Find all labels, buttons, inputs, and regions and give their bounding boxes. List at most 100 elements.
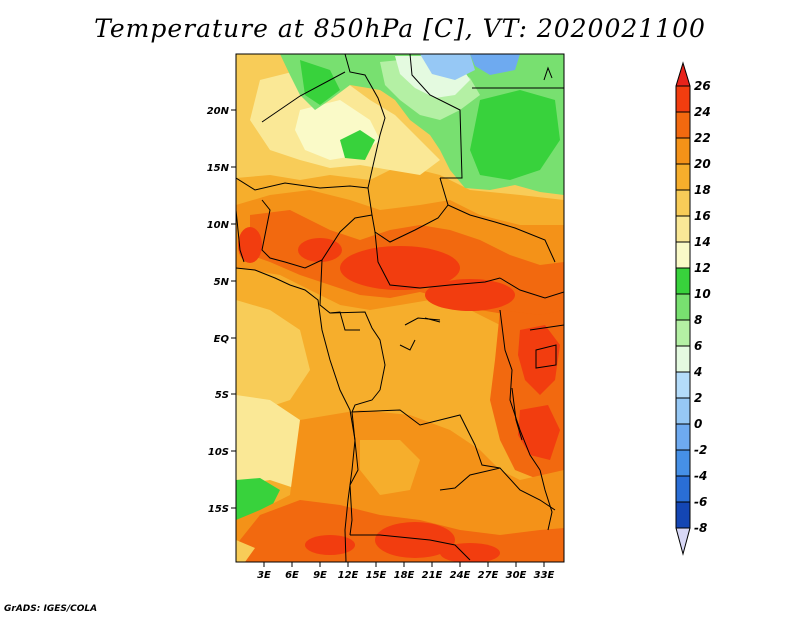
border-drc-east	[499, 309, 541, 471]
colorbar-segment	[676, 320, 690, 346]
border-niger-nigeria	[236, 177, 369, 191]
field-cold-blue2	[470, 54, 520, 75]
border-car-south	[374, 231, 501, 289]
temperature-field	[236, 54, 564, 562]
border-zambia-zimbabwe	[439, 467, 556, 511]
field-east-core2	[518, 405, 560, 460]
colorbar-segment	[676, 190, 690, 216]
colorbar-segment	[676, 398, 690, 424]
lon-axis: 3E 6E 9E 12E 15E 18E 21E 24E 27E 30E 33E	[257, 562, 555, 581]
colorbar-label: 24	[694, 105, 711, 119]
map-frame	[235, 53, 565, 563]
field-hot-core2	[425, 279, 515, 311]
border-niger-chad	[344, 54, 386, 189]
lake-tanganyika	[511, 387, 523, 441]
coastline-west	[236, 267, 356, 562]
lat-label: EQ	[214, 334, 230, 345]
map-title: Temperature at 850hPa [C], VT: 202002110…	[94, 14, 706, 43]
border-drc-rc	[404, 317, 441, 326]
border-cameroon-congo	[319, 259, 386, 391]
field-cool-patch2	[470, 90, 560, 180]
lat-label: 20N	[207, 106, 230, 117]
colorbar-segment	[676, 294, 690, 320]
colorbar-label: -4	[694, 469, 707, 483]
border-malawi-moz	[539, 469, 553, 531]
border-drc-angola-zambia	[351, 389, 501, 469]
border-chad-sudan	[367, 177, 449, 243]
colorbar-segment	[676, 502, 690, 528]
field-south-core3	[305, 535, 355, 555]
colorbar-segment	[676, 164, 690, 190]
border-libya-egypt-sudan	[409, 54, 463, 179]
colorbar-min-arrow	[676, 528, 690, 554]
colorbar-label: 22	[694, 131, 711, 145]
border-algeria-niger	[261, 71, 346, 123]
colorbar-max-arrow	[676, 63, 690, 86]
lon-label: 6E	[285, 570, 299, 581]
colorbar-label: 8	[694, 313, 702, 327]
colorbar-label: -6	[694, 495, 707, 509]
colorbar-label: 14	[694, 235, 711, 249]
country-borders	[236, 54, 564, 562]
colorbar-label: 0	[694, 417, 702, 431]
colorbar-label: 12	[694, 261, 711, 275]
colorbar-label: 26	[694, 79, 711, 93]
lat-axis: 20N 15N 10N 5N EQ 5S 10S 15S	[207, 106, 236, 515]
lon-label: 24E	[450, 570, 471, 581]
lon-label: 3E	[257, 570, 271, 581]
colorbar-segment	[676, 372, 690, 398]
field-south-core1	[375, 522, 455, 558]
border-sudan-ss	[447, 204, 556, 263]
field-east-core1	[518, 325, 560, 395]
field-south-core2	[440, 543, 500, 562]
credit-text: GrADS: IGES/COLA	[4, 604, 98, 614]
colorbar-segment	[676, 476, 690, 502]
lat-label: 15N	[207, 163, 230, 174]
lon-label: 33E	[534, 570, 555, 581]
colorbar-label: 18	[694, 183, 711, 197]
colorbar-segment	[676, 450, 690, 476]
border-ss-uganda	[499, 277, 564, 299]
colorbar-label: 2	[694, 391, 702, 405]
border-namibia-botswana	[350, 534, 471, 561]
lon-label: 12E	[338, 570, 359, 581]
lon-label: 30E	[506, 570, 527, 581]
colorbar: 26 24 22 20 18 16 14 12 10 8 6 4 2 0 -2 …	[675, 61, 711, 556]
colorbar-label: 20	[694, 157, 711, 171]
field-atlantic-warm	[236, 300, 310, 410]
field-hot-core1	[340, 246, 460, 290]
lon-label: 18E	[394, 570, 415, 581]
river-congo	[399, 317, 441, 351]
colorbar-label: 16	[694, 209, 711, 223]
colorbar-label: -8	[694, 521, 707, 535]
colorbar-segment	[676, 86, 690, 112]
field-hot-core4	[238, 227, 262, 263]
lat-label: 10S	[208, 447, 229, 458]
lon-label: 9E	[313, 570, 327, 581]
colorbar-label: 4	[693, 365, 702, 379]
field-sw-pale	[236, 540, 255, 562]
lat-label: 15S	[208, 504, 229, 515]
colorbar-segment	[676, 424, 690, 450]
lat-label: 10N	[207, 220, 230, 231]
field-cool-patch1	[300, 60, 340, 105]
lon-label: 27E	[478, 570, 499, 581]
colorbar-segment	[676, 112, 690, 138]
colorbar-segment	[676, 242, 690, 268]
colorbar-segment	[676, 216, 690, 242]
colorbar-label: 6	[694, 339, 702, 353]
field-angola-moderate	[360, 440, 420, 495]
lon-label: 21E	[422, 570, 443, 581]
border-uganda-kenya	[529, 324, 564, 331]
field-cool-patch3	[340, 130, 375, 160]
lake-victoria	[535, 344, 557, 369]
lat-label: 5N	[214, 277, 230, 288]
colorbar-segment	[676, 268, 690, 294]
colorbar-segment	[676, 346, 690, 372]
coast-red-sea	[543, 66, 553, 81]
field-cold-blue	[420, 54, 475, 80]
border-gabon	[329, 311, 360, 331]
colorbar-segment	[676, 138, 690, 164]
lon-label: 15E	[366, 570, 387, 581]
